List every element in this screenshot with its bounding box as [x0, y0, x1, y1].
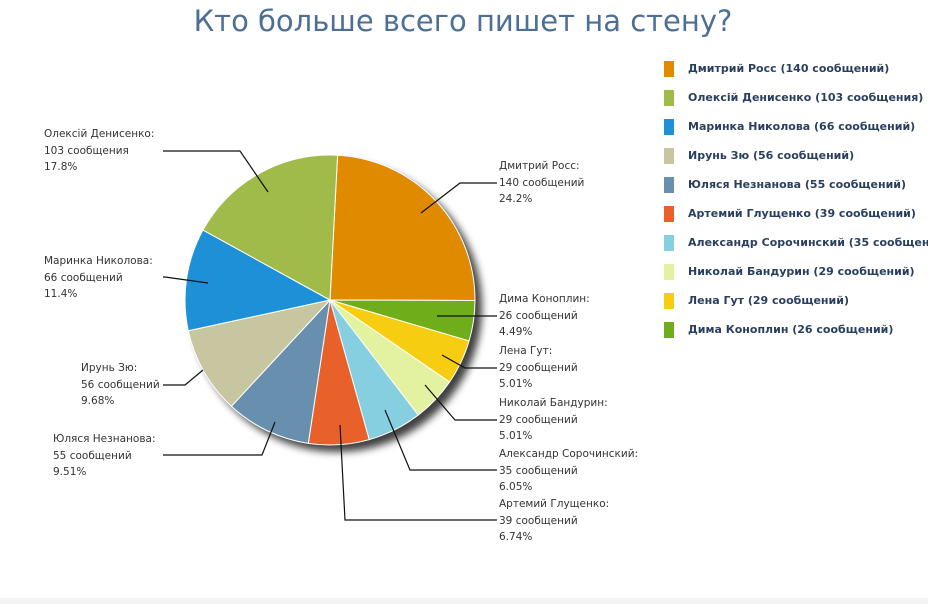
legend-item[interactable]: Николай Бандурин (29 сообщений) [664, 264, 928, 293]
data-label-percent: 6.74% [499, 531, 533, 543]
data-label-name: Юляся Незнанова: [53, 433, 156, 445]
leader-line [163, 421, 276, 456]
leader-line [424, 384, 497, 421]
legend-item[interactable]: Дима Коноплин (26 сообщений) [664, 322, 928, 351]
legend-item[interactable]: Лена Гут (29 сообщений) [664, 293, 928, 322]
data-label-name: Лена Гут: [499, 345, 553, 357]
legend-label: Артемий Глущенко (39 сообщений) [688, 207, 916, 220]
data-label-value: 66 сообщений [44, 271, 123, 284]
leader-line [163, 150, 269, 193]
leader-line [163, 369, 204, 386]
legend-label: Николай Бандурин (29 сообщений) [688, 265, 915, 278]
legend-swatch [664, 61, 674, 77]
legend-swatch [664, 264, 674, 280]
legend-swatch [664, 148, 674, 164]
leader-line [163, 276, 209, 284]
data-label-name: Николай Бандурин: [499, 397, 608, 409]
pie-slice[interactable] [184, 229, 332, 332]
legend-swatch [664, 177, 674, 193]
data-label: Александр Сорочинский: 35 сообщений 6.05% [499, 446, 638, 496]
legend-swatch [664, 206, 674, 222]
data-label: Маринка Николова: 66 сообщений 11.4% [44, 253, 153, 303]
data-label-value: 103 сообщения [44, 144, 129, 157]
data-label-percent: 9.68% [81, 395, 115, 407]
legend-swatch [664, 235, 674, 251]
data-label-percent: 24.2% [499, 193, 533, 205]
chart-title-text: Кто больше всего пишет на стену? [193, 4, 733, 38]
data-label-percent: 17.8% [44, 161, 78, 173]
legend-swatch [664, 119, 674, 135]
legend-label: Ирунь Зю (56 сообщений) [688, 149, 855, 162]
data-label-name: Маринка Николова: [44, 255, 153, 267]
legend-label: Юляся Незнанова (55 сообщений) [688, 178, 907, 191]
data-label-value: 29 сообщений [499, 361, 578, 374]
data-label-name: Олексій Денисенко: [44, 128, 155, 140]
data-label-percent: 4.49% [499, 326, 533, 338]
data-label-value: 56 сообщений [81, 378, 160, 391]
leader-line [384, 409, 497, 471]
data-label: Ирунь Зю: 56 сообщений 9.68% [81, 360, 160, 410]
data-label-name: Дима Коноплин: [499, 293, 590, 305]
legend-label: Александр Сорочинский (35 сообщен [688, 236, 928, 249]
data-label: Николай Бандурин: 29 сообщений 5.01% [499, 395, 608, 445]
leader-line [441, 354, 497, 369]
data-label: Дмитрий Росс: 140 сообщений 24.2% [499, 158, 584, 208]
legend-label: Лена Гут (29 сообщений) [688, 294, 849, 307]
pie-slice[interactable] [230, 298, 331, 444]
data-label-percent: 11.4% [44, 288, 78, 300]
legend: Дмитрий Росс (140 сообщений) Олексій Дени… [664, 61, 928, 351]
legend-item[interactable]: Александр Сорочинский (35 сообщен [664, 235, 928, 264]
data-label-name: Дмитрий Росс: [499, 160, 580, 172]
bottom-divider [0, 598, 928, 604]
pie-slice[interactable] [202, 154, 339, 301]
data-label-percent: 6.05% [499, 481, 533, 493]
data-label: Лена Гут: 29 сообщений 5.01% [499, 343, 578, 393]
leader-line [339, 424, 497, 521]
data-label: Олексій Денисенко: 103 сообщения 17.8% [44, 126, 154, 176]
data-label: Юляся Незнанова: 55 сообщений 9.51% [53, 431, 155, 481]
leader-line [420, 182, 497, 214]
legend-item[interactable]: Олексій Денисенко (103 сообщения) [664, 90, 928, 119]
data-label-value: 26 сообщений [499, 309, 578, 322]
legend-swatch [664, 90, 674, 106]
legend-swatch [664, 293, 674, 309]
legend-label: Маринка Николова (66 сообщений) [688, 120, 916, 133]
data-label-value: 29 сообщений [499, 413, 578, 426]
legend-item[interactable]: Юляся Незнанова (55 сообщений) [664, 177, 928, 206]
legend-label: Олексій Денисенко (103 сообщения) [688, 91, 924, 104]
legend-label: Дима Коноплин (26 сообщений) [688, 323, 894, 336]
legend-item[interactable]: Ирунь Зю (56 сообщений) [664, 148, 928, 177]
data-label-value: 140 сообщений [499, 176, 585, 189]
legend-item[interactable]: Маринка Николова (66 сообщений) [664, 119, 928, 148]
data-label-name: Артемий Глущенко: [499, 498, 610, 510]
data-label-percent: 5.01% [499, 430, 533, 442]
data-label-value: 55 сообщений [53, 449, 132, 462]
pie-slice[interactable] [329, 154, 476, 302]
data-label-percent: 9.51% [53, 466, 87, 478]
data-label-name: Ирунь Зю: [81, 362, 138, 374]
data-label-name: Александр Сорочинский: [499, 448, 639, 460]
legend-item[interactable]: Дмитрий Росс (140 сообщений) [664, 61, 928, 90]
legend-swatch [664, 322, 674, 338]
legend-label: Дмитрий Росс (140 сообщений) [688, 62, 890, 75]
pie-slice[interactable] [187, 299, 332, 407]
data-label-percent: 5.01% [499, 378, 533, 390]
legend-item[interactable]: Артемий Глущенко (39 сообщений) [664, 206, 928, 235]
data-label-value: 39 сообщений [499, 514, 578, 527]
data-label: Дима Коноплин: 26 сообщений 4.49% [499, 291, 590, 341]
data-label-value: 35 сообщений [499, 464, 578, 477]
chart-title: Кто больше всего пишет на стену? [0, 4, 928, 38]
data-label: Артемий Глущенко: 39 сообщений 6.74% [499, 496, 609, 546]
